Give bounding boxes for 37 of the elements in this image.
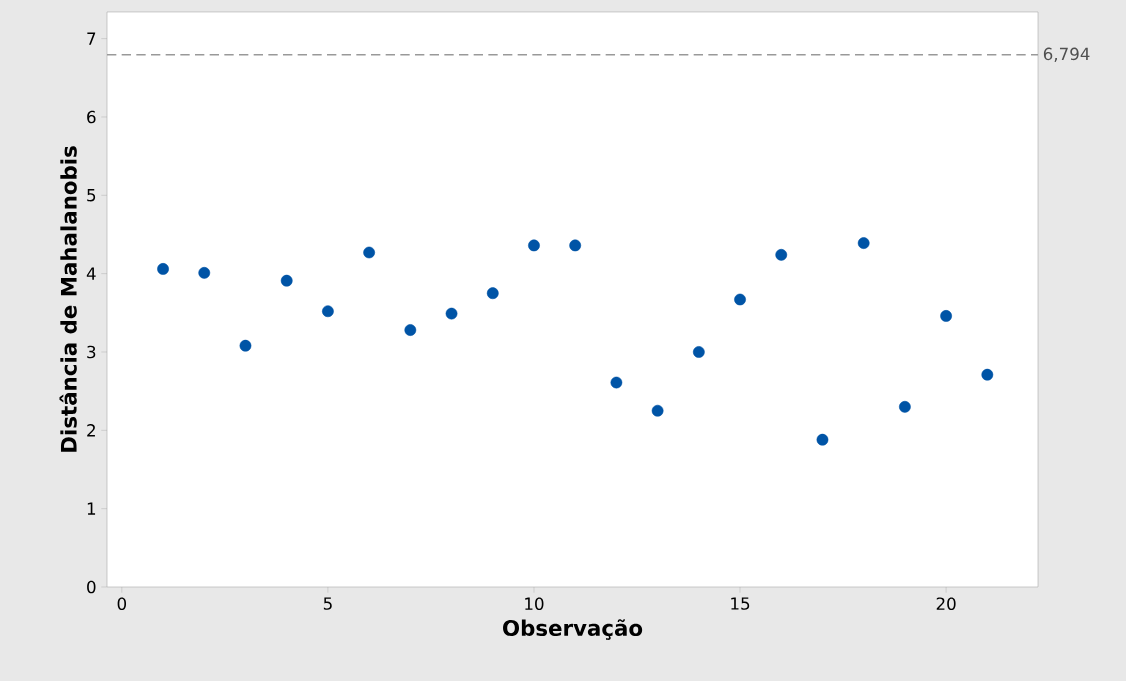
point [280, 274, 293, 287]
point [940, 310, 952, 322]
point [981, 368, 994, 381]
point [899, 400, 911, 413]
ref-line-label: 6,794 [1043, 47, 1090, 62]
point [692, 346, 705, 358]
point [445, 307, 458, 320]
x-tick-label: 5 [323, 597, 332, 610]
y-tick-label: 2 [87, 424, 95, 437]
point [857, 237, 870, 249]
x-tick-label: 20 [936, 597, 956, 610]
y-tick-label: 6 [87, 110, 96, 124]
point [198, 266, 211, 279]
point [816, 433, 829, 446]
x-tick-label: 15 [731, 597, 750, 610]
y-tick-label: 3 [87, 345, 96, 359]
point [775, 248, 788, 261]
y-tick-label: 0 [87, 580, 96, 594]
y-tick-label: 7 [87, 32, 96, 45]
point [322, 305, 334, 318]
point [486, 287, 499, 300]
x-tick-label: 10 [525, 597, 544, 610]
point [239, 339, 252, 352]
x-tick-label: 0 [117, 597, 127, 610]
point [734, 293, 746, 306]
point [528, 239, 540, 252]
point [610, 376, 623, 389]
y-axis-title: Distância de Mahalanobis [59, 146, 77, 452]
y-tick-label: 1 [87, 502, 96, 515]
y-tick-label: 5 [87, 189, 96, 202]
point [404, 324, 417, 336]
y-tick-label: 4 [86, 267, 96, 280]
point [569, 239, 582, 252]
x-axis-title: Observação [503, 619, 643, 640]
point [157, 263, 169, 275]
point [363, 246, 375, 259]
point [651, 404, 664, 417]
